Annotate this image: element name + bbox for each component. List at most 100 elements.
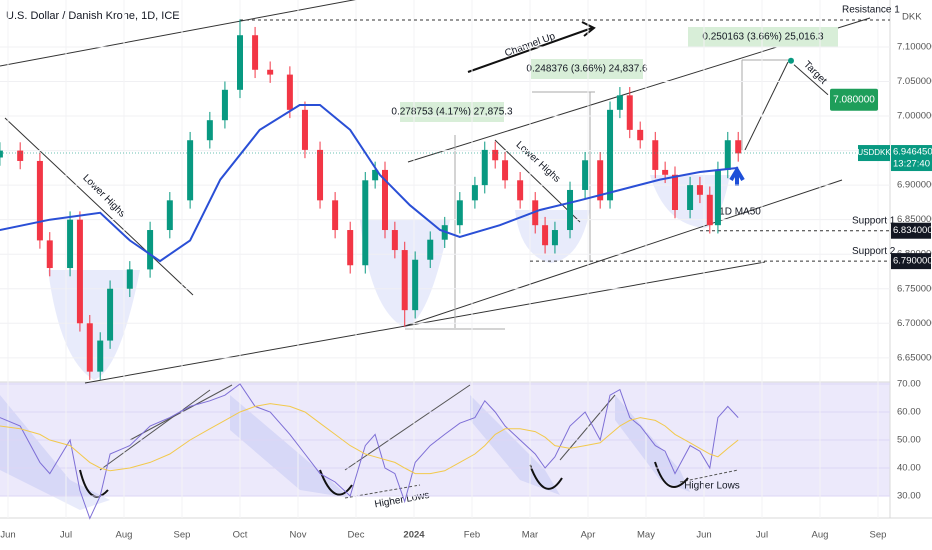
x-tick-label: Jun xyxy=(0,530,15,541)
x-tick-label: Jul xyxy=(756,530,768,541)
arrow-head xyxy=(581,21,596,37)
y-tick-label: 7.050000 xyxy=(897,76,932,87)
candle-body xyxy=(46,240,53,269)
candle-body xyxy=(582,160,589,190)
lower-highs-line xyxy=(494,139,581,223)
candle-body xyxy=(517,180,524,201)
candle-body xyxy=(735,140,742,154)
x-tick-label: Sep xyxy=(870,530,887,541)
rsi-ma-line xyxy=(0,403,739,475)
candle-body xyxy=(662,169,669,175)
rsi-shade xyxy=(470,395,560,495)
x-tick-label: Sep xyxy=(174,530,191,541)
target-dot xyxy=(788,57,794,64)
x-tick-label: 2024 xyxy=(403,530,425,541)
y-tick-label: 7.000000 xyxy=(897,111,932,122)
candle-body xyxy=(412,259,419,311)
candle-body xyxy=(36,160,43,241)
y-tick-label: 7.100000 xyxy=(897,41,932,52)
x-tick-label: Jun xyxy=(696,530,711,541)
symbol-box xyxy=(858,145,890,162)
y-tick-label: 6.700000 xyxy=(897,318,932,329)
rsi-shade xyxy=(0,395,110,510)
level-name: Resistance 1 xyxy=(842,5,900,16)
candle-body xyxy=(626,95,633,130)
candle-body xyxy=(381,169,388,231)
candle-body xyxy=(267,69,274,75)
candle-body xyxy=(97,340,104,372)
candle-body xyxy=(76,219,83,324)
candle-body xyxy=(714,169,721,226)
level-label: 6.834000 xyxy=(893,225,932,236)
candle-body xyxy=(551,230,558,246)
rsi-line xyxy=(129,384,233,441)
level-name: Support 1 xyxy=(852,215,896,226)
rsi-tick-label: 40.00 xyxy=(897,463,921,474)
rsi-line xyxy=(0,383,739,520)
target-label: 7.080000 xyxy=(833,94,875,105)
candle-body xyxy=(492,149,499,161)
last-price-box xyxy=(891,145,932,172)
candle-body xyxy=(502,160,509,181)
chart-title: U.S. Dollar / Danish Krone, 1D, ICE xyxy=(6,10,180,22)
level-label: 6.790000 xyxy=(893,256,932,267)
measure-box xyxy=(400,102,504,122)
candle-body xyxy=(206,120,213,141)
candle-body xyxy=(391,230,398,251)
y-tick-label: 6.850000 xyxy=(897,214,932,225)
x-tick-label: May xyxy=(637,530,655,541)
x-tick-label: Mar xyxy=(522,530,538,541)
candle-body xyxy=(347,230,354,266)
candle-body xyxy=(252,35,259,70)
candle-body xyxy=(481,149,488,186)
candle-body xyxy=(0,150,3,158)
candle-body xyxy=(471,185,478,201)
level-box xyxy=(891,253,931,270)
candle-body xyxy=(147,230,154,270)
candle-body xyxy=(332,200,339,231)
y-tick-label: 6.750000 xyxy=(897,283,932,294)
countdown-label: 13:27:40 xyxy=(893,159,930,170)
x-tick-label: Apr xyxy=(581,530,596,541)
candle-body xyxy=(456,200,463,226)
candle-body xyxy=(126,269,133,289)
y-tick-label: 6.900000 xyxy=(897,180,932,191)
measure-box xyxy=(531,59,643,79)
candle-body xyxy=(86,323,93,372)
rsi-band xyxy=(0,382,890,496)
candle-body xyxy=(237,35,244,90)
rsi-tick-label: 30.00 xyxy=(897,491,921,502)
rsi-line xyxy=(99,389,211,471)
candle-body xyxy=(706,194,713,226)
rsi-cup xyxy=(319,469,353,496)
x-tick-label: Aug xyxy=(812,530,829,541)
target-line xyxy=(793,64,829,96)
candle-body xyxy=(166,200,173,231)
last-price-label: 6.946450 xyxy=(893,147,932,158)
x-tick-label: Aug xyxy=(116,530,133,541)
candle-body xyxy=(724,140,731,170)
symbol-label: USDDKK xyxy=(857,148,891,157)
rsi-cup xyxy=(529,464,563,490)
candle-body xyxy=(567,189,574,231)
candle-body xyxy=(17,150,24,161)
candle-body xyxy=(696,185,703,195)
rsi-cup xyxy=(79,469,109,498)
ma-label: 1D MA50 xyxy=(719,207,761,218)
candle-body xyxy=(637,129,644,141)
candle-body xyxy=(221,89,228,121)
x-tick-label: Oct xyxy=(233,530,248,541)
currency-label: DKK xyxy=(902,12,922,23)
ma-arrow xyxy=(729,166,745,186)
level-name: Support 2 xyxy=(852,246,896,257)
candle-body xyxy=(372,169,379,181)
level-box xyxy=(891,222,931,239)
y-tick-label: 6.650000 xyxy=(897,352,932,363)
rsi-tick-label: 50.00 xyxy=(897,434,921,445)
candle-body xyxy=(687,185,694,210)
candle-body xyxy=(542,225,549,246)
cup xyxy=(48,270,140,380)
x-tick-label: Dec xyxy=(348,530,365,541)
upper-trendline xyxy=(0,0,356,67)
candle-body xyxy=(286,74,293,110)
